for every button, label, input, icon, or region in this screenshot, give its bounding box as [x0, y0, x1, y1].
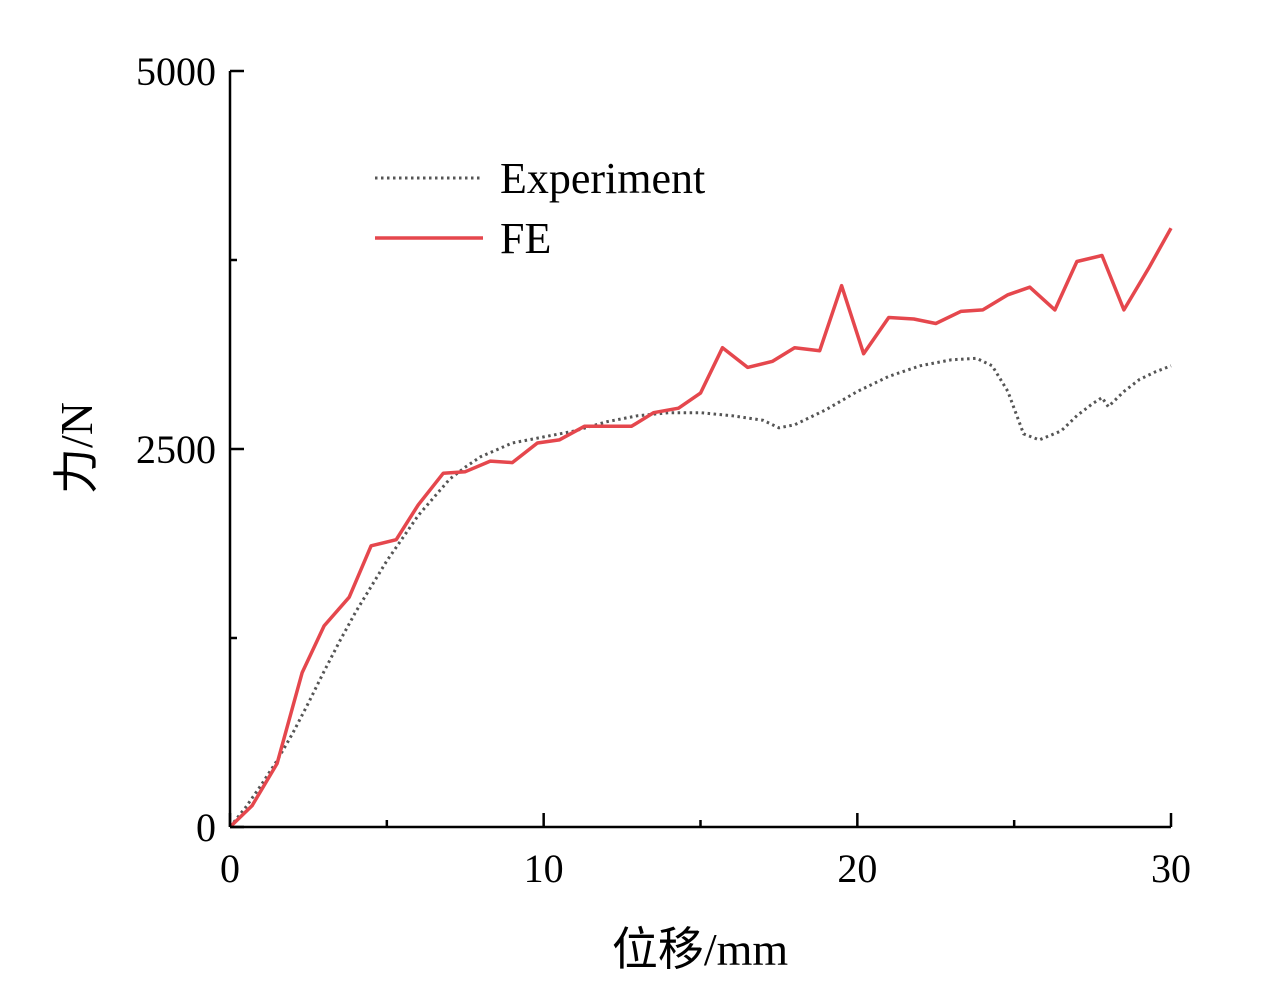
x-tick-label: 0	[220, 846, 240, 891]
ticks-layer: 0 10 20 30 0 2500 5000	[136, 49, 1191, 891]
x-tick-label: 30	[1151, 846, 1191, 891]
y-tick-label: 2500	[136, 427, 216, 472]
x-tick-label: 10	[524, 846, 564, 891]
x-tick-label: 20	[837, 846, 877, 891]
series-line-experiment	[228, 356, 1172, 828]
series-layer	[228, 227, 1173, 829]
legend-label-experiment: Experiment	[500, 154, 705, 203]
series-line-fe	[228, 227, 1173, 829]
plot-area: 0 10 20 30 0 2500 5000	[136, 49, 1191, 891]
y-axis-title: 力/N	[51, 402, 102, 494]
legend-label-fe: FE	[500, 214, 551, 263]
y-tick-label: 5000	[136, 49, 216, 94]
legend: Experiment FE	[375, 154, 705, 263]
y-tick-label: 0	[196, 805, 216, 850]
x-axis-title: 位移/mm	[612, 924, 789, 975]
